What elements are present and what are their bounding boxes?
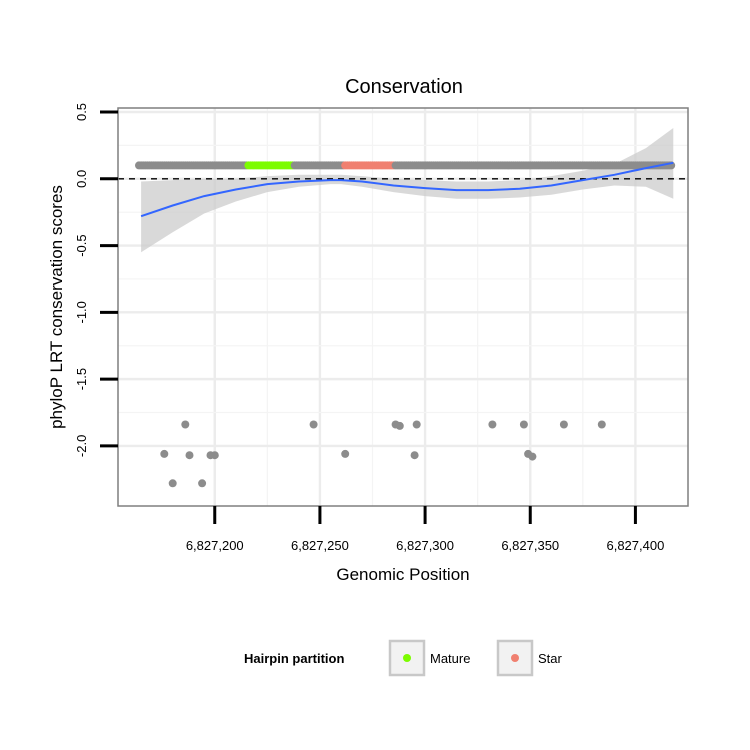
legend-label-mature: Mature [430, 651, 470, 666]
y-axis: 0.5 0.0 -0.5 -1.0 -1.5 -2.0 [74, 103, 118, 457]
legend-key-mature [403, 654, 411, 662]
outlier-point [210, 451, 219, 460]
smooth-confidence-ribbon [141, 128, 674, 253]
y-tick-label: -2.0 [74, 435, 89, 457]
x-axis: 6,827,200 6,827,250 6,827,300 6,827,350 6,82… [186, 506, 664, 553]
outlier-point [341, 449, 350, 458]
outlier-point [528, 452, 537, 461]
y-tick-label: 0.0 [74, 170, 89, 188]
x-tick-label: 6,827,300 [396, 538, 454, 553]
outlier-point [412, 420, 421, 429]
outlier-point [559, 420, 568, 429]
outlier-point [168, 479, 177, 488]
y-tick-label: -1.5 [74, 368, 89, 390]
outlier-point [410, 451, 419, 460]
legend-label-star: Star [538, 651, 563, 666]
outlier-point [488, 420, 497, 429]
x-tick-label: 6,827,200 [186, 538, 244, 553]
band-points-group [135, 161, 676, 170]
legend-items: Mature Star [388, 639, 563, 677]
outlier-point [519, 420, 528, 429]
outlier-point [185, 451, 194, 460]
y-axis-title: phyloP LRT conservation scores [47, 185, 66, 429]
x-tick-label: 6,827,250 [291, 538, 349, 553]
chart-title: Conservation [345, 76, 463, 98]
y-tick-label: -1.0 [74, 301, 89, 323]
plot-panel [117, 107, 689, 507]
y-tick-label: -0.5 [74, 234, 89, 256]
grid-lines [118, 108, 688, 506]
panel-border [117, 107, 689, 507]
legend-key-box [388, 639, 426, 677]
outlier-point [160, 449, 169, 458]
y-tick-label: 0.5 [74, 103, 89, 121]
legend-title: Hairpin partition [244, 651, 344, 666]
outlier-points-group [160, 420, 606, 488]
smooth-trend-line [140, 161, 674, 218]
outlier-point [597, 420, 606, 429]
x-axis-title: Genomic Position [336, 565, 469, 584]
outlier-point [395, 421, 404, 430]
legend-key-star [511, 654, 519, 662]
outlier-point [309, 420, 318, 429]
x-tick-label: 6,827,400 [606, 538, 664, 553]
legend: Hairpin partition Mature Star [244, 639, 563, 677]
outlier-point [198, 479, 207, 488]
outlier-point [181, 420, 190, 429]
x-tick-label: 6,827,350 [501, 538, 559, 553]
